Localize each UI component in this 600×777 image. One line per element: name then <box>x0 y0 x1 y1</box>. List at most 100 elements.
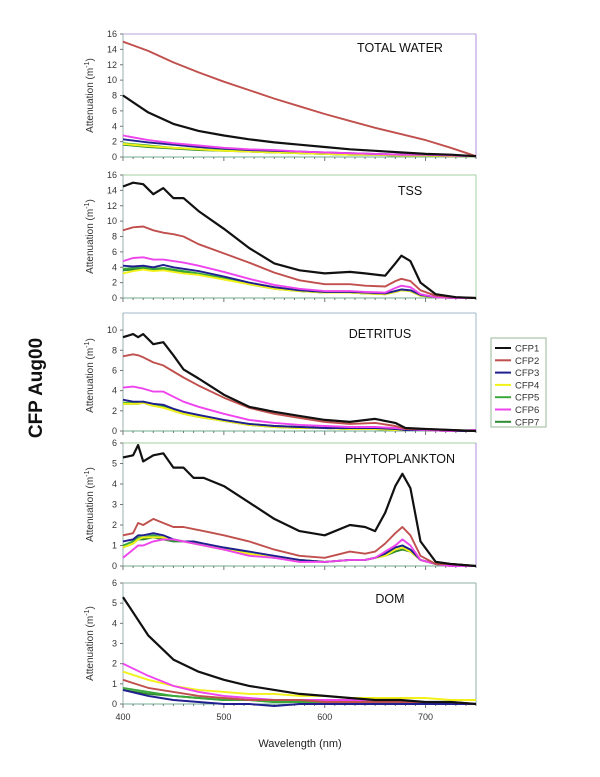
y-tick-label: 1 <box>112 679 117 689</box>
y-tick-label: 4 <box>112 386 117 396</box>
y-tick-label: 3 <box>112 639 117 649</box>
y-tick-label: 3 <box>112 500 117 510</box>
series-line-cfp2 <box>122 517 477 567</box>
panel-detritus: 0 2 4 6 8 10 Attenuation (m-1) DETRITUS <box>84 312 477 436</box>
y-axis-label-close: ) <box>85 606 96 609</box>
y-axis-label-sup: -1 <box>84 609 91 615</box>
series-line-cfp1 <box>122 596 477 706</box>
panel-phytoplankton: 0 1 2 3 4 5 6 Attenuation (m-1) PHYTOPLANKTON <box>84 438 477 571</box>
y-tick-label: 14 <box>107 185 117 195</box>
y-axis-label-text: Attenuation (m <box>85 68 96 133</box>
panel-title: PHYTOPLANKTON <box>345 452 455 466</box>
y-tick-label: 8 <box>112 232 117 242</box>
y-tick-label: 5 <box>112 598 117 608</box>
panel-title: TOTAL WATER <box>357 41 443 55</box>
y-axis-label: Attenuation (m-1) <box>84 199 96 274</box>
series-line-cfp3 <box>122 263 476 299</box>
y-tick-label: 2 <box>112 137 117 147</box>
y-axis-label-sup: -1 <box>84 202 91 208</box>
series-line-cfp1 <box>122 94 477 158</box>
legend-label: CFP6 <box>515 405 539 416</box>
y-tick-label: 14 <box>107 44 117 54</box>
legend-label: CFP3 <box>515 368 539 379</box>
y-axis-label: Attenuation (m-1) <box>84 467 96 542</box>
legend-label: CFP4 <box>515 380 539 391</box>
panel-dom: 0 1 2 3 4 5 6 Attenuation (m-1) DOM <box>84 578 477 709</box>
x-tick-label: 700 <box>418 712 433 722</box>
series-line-cfp6 <box>122 538 476 567</box>
y-tick-label: 0 <box>112 152 117 162</box>
y-tick-label: 6 <box>112 106 117 116</box>
y-axis-label: Attenuation (m-1) <box>84 338 96 413</box>
y-tick-label: 6 <box>112 365 117 375</box>
panel-title: TSS <box>398 184 422 198</box>
y-tick-label: 4 <box>112 262 117 272</box>
series-line-cfp6 <box>122 134 477 158</box>
y-tick-label: 2 <box>112 520 117 530</box>
panel-tss: 0 2 4 6 8 10 12 14 16 Attenuation (m-1) TSS <box>84 170 477 303</box>
y-axis-label-sup: -1 <box>84 341 91 347</box>
y-tick-label: 0 <box>112 561 117 571</box>
y-tick-label: 0 <box>112 699 117 709</box>
series-line-cfp1 <box>122 333 477 433</box>
series-line-cfp2 <box>122 40 477 158</box>
y-axis-label-close: ) <box>85 58 96 61</box>
y-axis-label-sup: -1 <box>84 470 91 476</box>
y-tick-label: 4 <box>112 479 117 489</box>
y-tick-label: 0 <box>112 293 117 303</box>
series-line-cfp1 <box>122 444 477 568</box>
series-line-cfp3 <box>122 398 476 432</box>
y-tick-label: 16 <box>107 170 117 180</box>
y-axis-label-text: Attenuation (m <box>85 477 96 542</box>
y-axis-label-text: Attenuation (m <box>85 616 96 681</box>
y-tick-label: 12 <box>107 60 117 70</box>
legend-label: CFP1 <box>515 344 539 355</box>
series-line-cfp1 <box>122 181 477 300</box>
y-axis-label: Attenuation (m-1) <box>84 606 96 681</box>
legend-box <box>490 337 547 428</box>
y-tick-label: 16 <box>107 29 117 39</box>
y-tick-label: 10 <box>107 325 117 335</box>
x-axis-label: Wavelength (nm) <box>258 738 341 750</box>
series-line-cfp2 <box>122 225 477 299</box>
y-tick-label: 10 <box>107 75 117 85</box>
y-tick-label: 4 <box>112 121 117 131</box>
legend-label: CFP5 <box>515 393 539 404</box>
y-tick-label: 5 <box>112 459 117 469</box>
y-tick-label: 2 <box>112 278 117 288</box>
series-line-cfp6 <box>122 256 476 299</box>
panel-title: DETRITUS <box>349 327 412 341</box>
series-line-cfp2 <box>122 353 477 432</box>
y-axis-label-close: ) <box>85 467 96 470</box>
panel-title: DOM <box>375 592 404 606</box>
y-axis-label-text: Attenuation (m <box>85 209 96 274</box>
y-tick-label: 0 <box>112 426 117 436</box>
series-line-cfp4 <box>122 536 476 567</box>
y-tick-label: 8 <box>112 345 117 355</box>
y-tick-label: 8 <box>112 91 117 101</box>
y-axis-label: Attenuation (m-1) <box>84 58 96 133</box>
y-tick-label: 2 <box>112 406 117 416</box>
x-tick-label: 400 <box>115 712 130 722</box>
legend-label: CFP2 <box>515 356 539 367</box>
y-axis-label-text: Attenuation (m <box>85 348 96 413</box>
y-tick-label: 6 <box>112 438 117 448</box>
figure-title: CFP Aug00 <box>26 338 47 438</box>
y-tick-label: 6 <box>112 578 117 588</box>
series-line-cfp3 <box>122 532 476 567</box>
y-axis-label-close: ) <box>85 338 96 341</box>
y-axis-label-close: ) <box>85 199 96 202</box>
x-tick-label: 500 <box>216 712 231 722</box>
x-tick-label: 600 <box>317 712 332 722</box>
y-tick-label: 12 <box>107 201 117 211</box>
y-tick-label: 6 <box>112 247 117 257</box>
y-tick-label: 2 <box>112 659 117 669</box>
y-tick-label: 4 <box>112 618 117 628</box>
y-axis-label-sup: -1 <box>84 61 91 67</box>
panel-total-water: 0 2 4 6 8 10 12 14 16 Attenuation (m-1) TOTAL WATE… <box>84 29 477 162</box>
legend-label: CFP7 <box>515 417 539 428</box>
series-line-cfp3 <box>122 688 476 707</box>
